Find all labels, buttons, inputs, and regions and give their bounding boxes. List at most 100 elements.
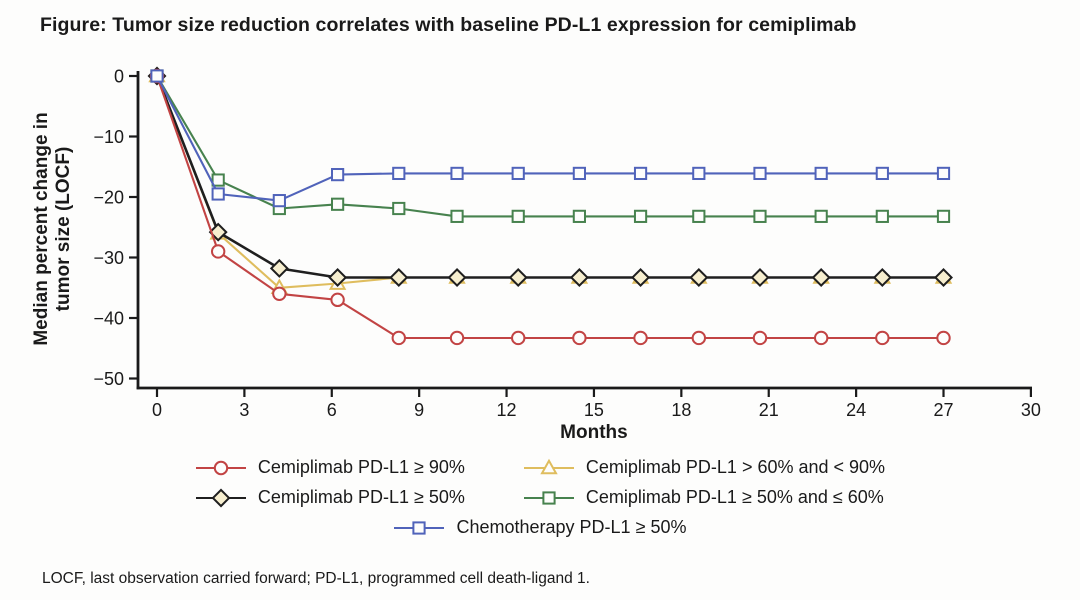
square-marker <box>875 166 889 181</box>
circle-marker <box>210 244 226 259</box>
square-marker <box>692 209 706 223</box>
square-marker <box>511 209 525 223</box>
legend-swatch-square <box>394 520 445 535</box>
square-marker <box>511 166 525 181</box>
square-marker <box>450 166 464 181</box>
square-marker <box>936 166 951 181</box>
diamond-marker <box>208 222 228 242</box>
diamond-marker <box>811 267 831 287</box>
square-marker <box>572 166 586 181</box>
legend-swatch-circle <box>195 460 246 475</box>
square-marker <box>150 69 164 83</box>
circle-marker <box>691 330 707 346</box>
square-marker <box>814 209 828 223</box>
triangle-marker <box>540 458 558 474</box>
x-tick-label: 9 <box>414 400 424 420</box>
circle-marker <box>511 330 526 346</box>
legend-swatch-triangle <box>523 458 574 474</box>
circle-marker <box>213 460 229 475</box>
series-line <box>155 75 944 279</box>
x-tick-label: 6 <box>327 400 337 420</box>
square-marker <box>753 209 767 223</box>
y-tick-label: −20 <box>93 188 124 208</box>
square-marker <box>450 209 464 223</box>
series-0 <box>149 68 951 346</box>
y-tick-label: 0 <box>114 67 124 87</box>
y-tick-label: −30 <box>93 248 124 268</box>
x-tick-label: 21 <box>759 400 779 420</box>
diamond-marker <box>447 267 467 287</box>
square-marker <box>412 520 427 535</box>
square-marker <box>542 490 556 505</box>
circle-marker <box>936 330 951 346</box>
x-axis-title: Months <box>560 422 628 443</box>
diamond-marker <box>872 267 892 287</box>
circle-marker <box>330 292 345 308</box>
circle-marker <box>813 330 829 346</box>
circle-marker <box>752 330 768 346</box>
chart-legend: Cemiplimab PD-L1 ≥ 90% Cemiplimab PD-L1 >… <box>0 457 1080 538</box>
series-3 <box>150 69 951 223</box>
x-tick-label: 12 <box>497 400 517 420</box>
diamond-marker <box>631 267 651 287</box>
square-marker <box>211 173 225 187</box>
x-tick-label: 15 <box>584 400 604 420</box>
x-tick-label: 24 <box>846 400 866 420</box>
diamond-marker <box>689 267 709 287</box>
square-marker <box>753 166 767 181</box>
diamond-marker <box>211 488 231 507</box>
circle-marker <box>572 330 587 346</box>
circle-marker <box>875 330 890 346</box>
circle-marker <box>391 330 406 346</box>
x-tick-label: 30 <box>1021 400 1041 420</box>
legend-item: Cemiplimab PD-L1 ≥ 50% <box>195 487 465 508</box>
series-2 <box>147 66 953 287</box>
square-marker <box>211 187 225 201</box>
square-marker <box>392 201 406 216</box>
diamond-marker <box>328 267 348 287</box>
circle-marker <box>449 330 465 346</box>
x-tick-label: 3 <box>239 400 249 420</box>
series-1 <box>148 66 953 295</box>
square-marker <box>331 168 345 182</box>
figure-title: Figure: Tumor size reduction correlates … <box>40 14 857 36</box>
square-marker <box>331 197 345 211</box>
legend-swatch-square <box>523 490 574 505</box>
legend-label: Chemotherapy PD-L1 ≥ 50% <box>456 517 687 537</box>
square-marker <box>272 194 286 208</box>
square-marker <box>936 209 951 223</box>
series-4 <box>150 69 951 208</box>
y-tick-label: −10 <box>93 127 124 147</box>
legend-label: Cemiplimab PD-L1 ≥ 50% <box>257 487 465 507</box>
legend-label: Cemiplimab PD-L1 ≥ 90% <box>257 457 465 477</box>
legend-item: Cemiplimab PD-L1 > 60% and < 90% <box>523 457 885 478</box>
legend-item: Cemiplimab PD-L1 ≥ 90% <box>195 457 465 478</box>
diamond-marker <box>750 267 770 287</box>
square-marker <box>692 166 706 181</box>
y-axis-title: Median percent change intumor size (LOCF… <box>31 112 74 345</box>
x-tick-label: 18 <box>671 400 691 420</box>
diamond-marker <box>934 267 953 287</box>
circle-marker <box>272 286 287 301</box>
diamond-marker <box>389 267 409 287</box>
x-tick-label: 27 <box>933 400 953 420</box>
square-marker <box>392 166 406 181</box>
square-marker <box>633 209 648 223</box>
square-marker <box>875 209 889 223</box>
square-marker <box>814 166 828 181</box>
y-tick-label: −40 <box>93 309 124 329</box>
square-marker <box>633 166 648 181</box>
legend-item: Cemiplimab PD-L1 ≥ 50% and ≤ 60% <box>523 487 885 508</box>
series-line <box>156 75 944 202</box>
series-line <box>156 75 944 289</box>
series-line <box>156 75 944 218</box>
abbreviation-footnote: LOCF, last observation carried forward; … <box>42 570 590 587</box>
diamond-marker <box>508 267 528 287</box>
y-tick-label: −50 <box>93 369 124 389</box>
diamond-marker <box>569 267 589 287</box>
legend-label: Cemiplimab PD-L1 ≥ 50% and ≤ 60% <box>585 487 884 507</box>
legend-label: Cemiplimab PD-L1 > 60% and < 90% <box>585 457 886 477</box>
diamond-marker <box>269 258 289 278</box>
